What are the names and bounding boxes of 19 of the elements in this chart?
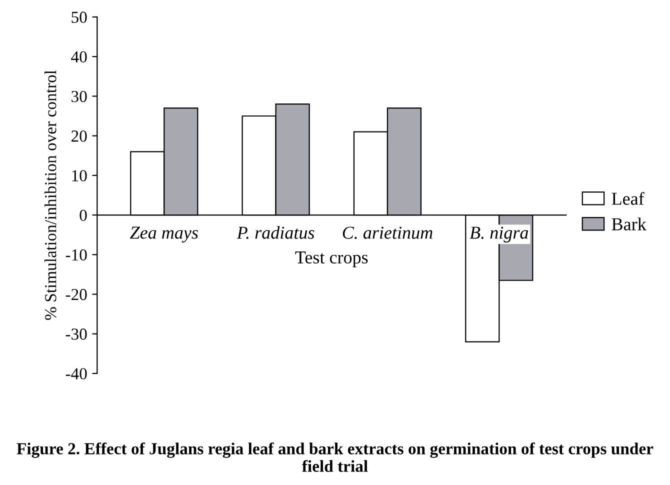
y-tick-label: -10: [66, 249, 87, 261]
caption: Figure 2. Effect of Juglans regia leaf and bark extracts on germination of test crops under field trial: [16, 442, 654, 472]
y-tick-label: 30: [72, 90, 87, 102]
x-axis-title: Test crops: [295, 252, 368, 268]
x-tick-label: Zea mays: [130, 226, 198, 242]
y-tick-label: -20: [66, 288, 87, 300]
y-tick-label: -40: [66, 368, 87, 380]
y-tick-label: 50: [72, 12, 87, 23]
y-axis-title: % Stimulation/inhibition over control: [44, 70, 56, 320]
y-tick-label: 0: [80, 210, 87, 221]
y-tick-label: 10: [72, 170, 87, 182]
x-tick-label: B. nigra: [470, 226, 528, 242]
x-tick-label: P. radiatus: [236, 226, 314, 239]
legend-label: Leaf: [612, 192, 644, 205]
y-tick-label: -30: [66, 328, 87, 340]
y-tick-label: 40: [71, 51, 87, 63]
x-tick-label: C. arietinum: [342, 226, 432, 239]
y-tick-label: 20: [71, 130, 87, 142]
legend-label: Bark: [612, 218, 646, 230]
